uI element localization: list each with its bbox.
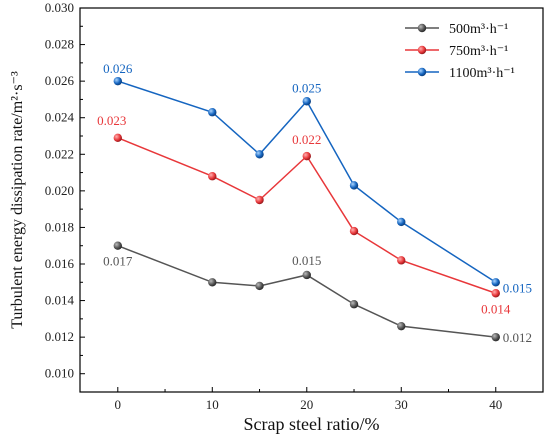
y-tick-label: 0.028 — [45, 37, 74, 52]
data-point-0-5 — [397, 321, 406, 331]
y-tick-label: 0.018 — [45, 219, 74, 234]
data-label-1-2: 0.014 — [481, 301, 511, 316]
y-axis-title: Turbulent energy dissipation rate/m²·s⁻³ — [9, 71, 26, 329]
x-tick-label: 40 — [489, 397, 502, 412]
data-label-0-1: 0.015 — [292, 253, 321, 268]
y-tick-label: 0.022 — [45, 146, 74, 161]
x-tick-label: 20 — [300, 397, 313, 412]
data-point-2-6 — [491, 278, 500, 287]
x-tick-label: 30 — [395, 397, 408, 412]
legend-label-2: 1100m³·h⁻¹ — [449, 66, 515, 81]
data-label-0-2: 0.012 — [503, 330, 532, 345]
data-point-1-0 — [113, 133, 122, 143]
legend-label-1: 750m³·h⁻¹ — [449, 44, 508, 59]
data-point-2-0 — [113, 76, 122, 86]
y-tick-label: 0.026 — [45, 73, 75, 88]
data-point-2-3 — [302, 97, 311, 106]
data-point-0-6 — [491, 332, 500, 342]
data-point-1-2 — [255, 195, 264, 205]
data-point-0-2 — [255, 281, 264, 291]
data-label-2-1: 0.025 — [292, 80, 321, 95]
data-point-1-1 — [208, 172, 217, 181]
legend-label-0: 500m³·h⁻¹ — [449, 22, 508, 37]
data-point-0-1 — [208, 278, 217, 287]
data-point-0-4 — [349, 300, 359, 309]
data-label-1-0: 0.023 — [97, 113, 126, 128]
data-point-1-6 — [491, 289, 500, 298]
y-tick-label: 0.010 — [45, 366, 74, 381]
data-point-1-5 — [397, 256, 406, 265]
plot-frame — [79, 7, 544, 393]
legend-marker-1 — [417, 45, 427, 55]
x-tick-label: 0 — [115, 397, 122, 412]
y-tick-label: 0.020 — [45, 183, 74, 198]
data-point-2-5 — [397, 217, 406, 227]
y-tick-label: 0.016 — [45, 256, 75, 271]
data-label-2-2: 0.015 — [503, 280, 532, 295]
data-point-0-3 — [302, 270, 311, 280]
data-label-2-0: 0.026 — [103, 61, 133, 76]
data-point-2-4 — [349, 181, 359, 190]
data-label-0-0: 0.017 — [103, 254, 133, 269]
y-tick-label: 0.014 — [45, 293, 75, 308]
legend-marker-2 — [417, 67, 427, 77]
x-tick-label: 10 — [206, 397, 219, 412]
y-tick-label: 0.024 — [45, 110, 75, 125]
data-point-1-4 — [349, 226, 359, 236]
y-tick-label: 0.030 — [45, 0, 74, 15]
data-point-2-1 — [208, 108, 217, 117]
data-point-2-2 — [255, 150, 264, 159]
y-tick-label: 0.012 — [45, 329, 74, 344]
data-point-0-0 — [113, 241, 122, 250]
legend-marker-0 — [417, 23, 427, 33]
series-line-1 — [117, 137, 497, 294]
x-axis-title: Scrap steel ratio/% — [244, 414, 380, 434]
data-point-1-3 — [302, 151, 311, 161]
data-label-1-1: 0.022 — [292, 132, 321, 147]
